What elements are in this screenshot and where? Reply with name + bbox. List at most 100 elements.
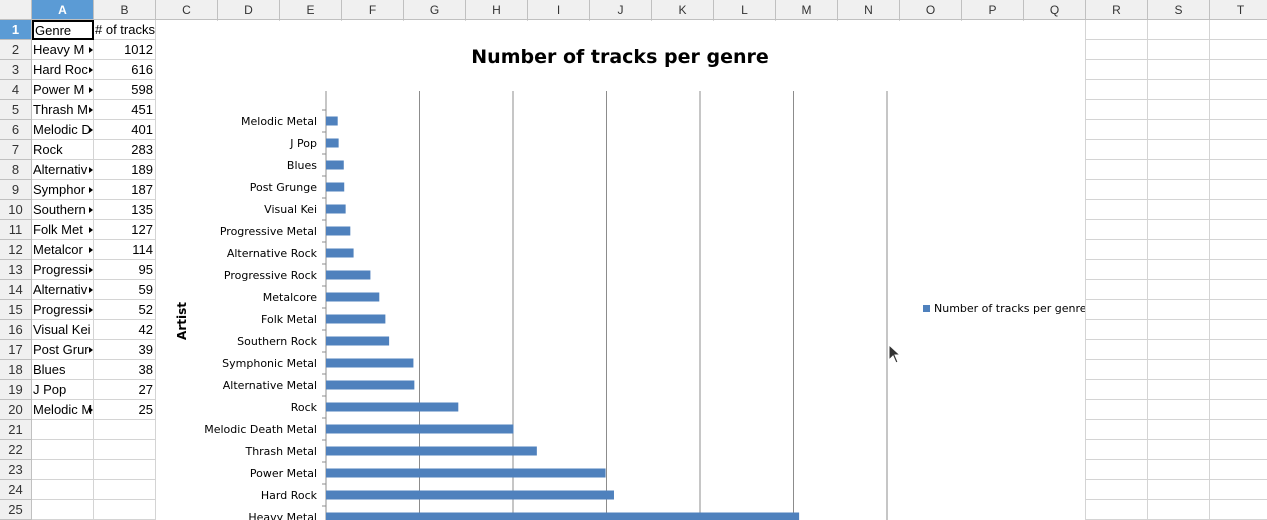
column-header-j[interactable]: J (590, 0, 652, 20)
column-header-c[interactable]: C (156, 0, 218, 20)
column-header-s[interactable]: S (1148, 0, 1210, 20)
cell-track-count[interactable]: 114 (94, 240, 156, 260)
category-label: Alternative Rock (227, 247, 318, 260)
bar (326, 204, 346, 214)
row-header-3[interactable]: 3 (0, 60, 32, 80)
row-header-12[interactable]: 12 (0, 240, 32, 260)
row-header-22[interactable]: 22 (0, 440, 32, 460)
cell-track-count[interactable]: 616 (94, 60, 156, 80)
row-header-10[interactable]: 10 (0, 200, 32, 220)
cell-track-count[interactable]: 39 (94, 340, 156, 360)
chart-object[interactable]: Melodic Metal J Pop Blues Post Grunge Visual… (156, 21, 1085, 520)
cell-track-count[interactable]: 25 (94, 400, 156, 420)
row-header-7[interactable]: 7 (0, 140, 32, 160)
cell-track-count[interactable]: 42 (94, 320, 156, 340)
cell-track-count[interactable]: 52 (94, 300, 156, 320)
row-header-17[interactable]: 17 (0, 340, 32, 360)
cell-genre[interactable]: Symphor (32, 180, 94, 200)
cell-genre[interactable]: Alternativ (32, 160, 94, 180)
column-header-p[interactable]: P (962, 0, 1024, 20)
bar (326, 380, 415, 390)
column-header-o[interactable]: O (900, 0, 962, 20)
row-header-21[interactable]: 21 (0, 420, 32, 440)
column-header-a[interactable]: A (32, 0, 94, 20)
select-all-corner[interactable] (0, 0, 32, 20)
row-header-5[interactable]: 5 (0, 100, 32, 120)
cell-track-count[interactable]: 59 (94, 280, 156, 300)
row-header-20[interactable]: 20 (0, 400, 32, 420)
column-header-l[interactable]: L (714, 0, 776, 20)
cell-genre[interactable]: Melodic D (32, 120, 94, 140)
cell-track-count[interactable]: 451 (94, 100, 156, 120)
column-header-g[interactable]: G (404, 0, 466, 20)
column-header-i[interactable]: I (528, 0, 590, 20)
cell-genre[interactable]: Power M (32, 80, 94, 100)
row-header-16[interactable]: 16 (0, 320, 32, 340)
cell-track-count[interactable]: 189 (94, 160, 156, 180)
row-header-1[interactable]: 1 (0, 20, 32, 40)
category-label: Visual Kei (264, 203, 317, 216)
bar (326, 226, 351, 236)
column-header-q[interactable]: Q (1024, 0, 1086, 20)
chart-title: Number of tracks per genre (471, 46, 768, 68)
row-header-15[interactable]: 15 (0, 300, 32, 320)
row-header-4[interactable]: 4 (0, 80, 32, 100)
row-header-18[interactable]: 18 (0, 360, 32, 380)
cell-genre[interactable]: Visual Kei (32, 320, 94, 340)
cell-b1-header[interactable]: # of tracks (94, 20, 156, 40)
row-header-13[interactable]: 13 (0, 260, 32, 280)
cell-track-count[interactable]: 187 (94, 180, 156, 200)
cell-genre[interactable]: Thrash M (32, 100, 94, 120)
bar-chart: Melodic Metal J Pop Blues Post Grunge Visual… (175, 46, 1085, 520)
cell-genre[interactable]: Progressi (32, 260, 94, 280)
column-header-k[interactable]: K (652, 0, 714, 20)
cell-track-count[interactable]: 598 (94, 80, 156, 100)
cell-track-count[interactable]: 27 (94, 380, 156, 400)
cell-genre[interactable]: Rock (32, 140, 94, 160)
cell-track-count[interactable]: 95 (94, 260, 156, 280)
column-header-h[interactable]: H (466, 0, 528, 20)
cell-genre[interactable]: Blues (32, 360, 94, 380)
row-header-25[interactable]: 25 (0, 500, 32, 520)
column-header-d[interactable]: D (218, 0, 280, 20)
row-header-6[interactable]: 6 (0, 120, 32, 140)
bar (326, 358, 414, 368)
column-header-t[interactable]: T (1210, 0, 1267, 20)
cell-track-count[interactable]: 38 (94, 360, 156, 380)
row-header-2[interactable]: 2 (0, 40, 32, 60)
cell-genre[interactable]: Metalcor (32, 240, 94, 260)
text-overflow-indicator (89, 67, 93, 73)
row-header-23[interactable]: 23 (0, 460, 32, 480)
cell-a1-header[interactable]: Genre (32, 20, 94, 40)
column-header-b[interactable]: B (94, 0, 156, 20)
cell-genre[interactable]: Post Grur (32, 340, 94, 360)
cell-track-count[interactable]: 1012 (94, 40, 156, 60)
cell-genre[interactable]: Hard Roc (32, 60, 94, 80)
row-header-19[interactable]: 19 (0, 380, 32, 400)
row-header-8[interactable]: 8 (0, 160, 32, 180)
cell-track-count[interactable]: 135 (94, 200, 156, 220)
cell-genre[interactable]: Alternativ (32, 280, 94, 300)
column-header-n[interactable]: N (838, 0, 900, 20)
cell-genre[interactable]: Southern (32, 200, 94, 220)
column-header-r[interactable]: R (1086, 0, 1148, 20)
cell-genre[interactable]: Heavy M (32, 40, 94, 60)
column-header-e[interactable]: E (280, 0, 342, 20)
cell-genre[interactable]: Progressi (32, 300, 94, 320)
cell-genre[interactable]: Folk Met (32, 220, 94, 240)
cell-track-count[interactable]: 127 (94, 220, 156, 240)
cell-genre[interactable]: J Pop (32, 380, 94, 400)
column-header-m[interactable]: M (776, 0, 838, 20)
row-header-9[interactable]: 9 (0, 180, 32, 200)
cell-track-count[interactable]: 283 (94, 140, 156, 160)
cell-track-count[interactable]: 401 (94, 120, 156, 140)
row-header-11[interactable]: 11 (0, 220, 32, 240)
cell-genre[interactable]: Melodic M (32, 400, 94, 420)
bar (326, 292, 380, 302)
text-overflow-indicator (89, 287, 93, 293)
bar (326, 138, 339, 148)
row-header-24[interactable]: 24 (0, 480, 32, 500)
column-header-f[interactable]: F (342, 0, 404, 20)
row-header-14[interactable]: 14 (0, 280, 32, 300)
category-label: Folk Metal (261, 313, 317, 326)
